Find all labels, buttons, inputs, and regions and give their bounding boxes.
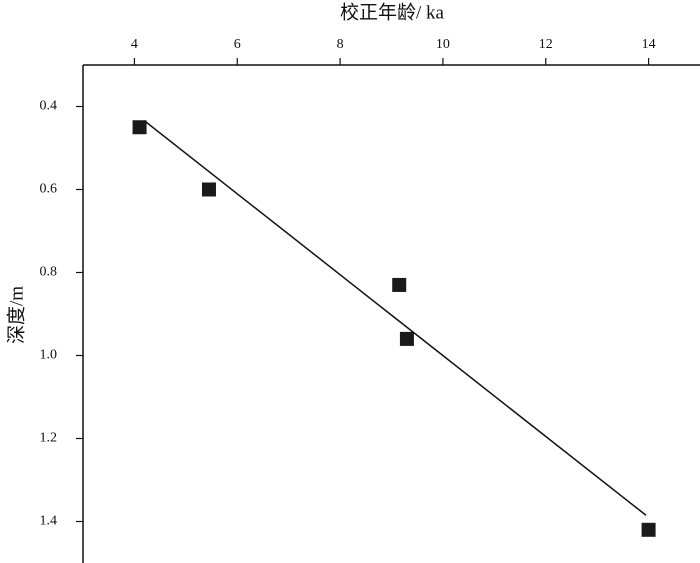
x-axis-title: 校正年龄/ ka bbox=[340, 1, 445, 23]
data-point bbox=[132, 120, 147, 135]
data-point bbox=[641, 522, 656, 537]
data-point bbox=[399, 331, 414, 346]
x-tick-label: 4 bbox=[131, 37, 138, 52]
data-point bbox=[201, 182, 216, 197]
y-tick-label: 0.6 bbox=[40, 182, 58, 197]
y-tick-label: 1.0 bbox=[40, 348, 58, 363]
x-tick-label: 14 bbox=[642, 37, 656, 52]
y-tick-label: 0.4 bbox=[40, 99, 58, 114]
x-tick-label: 12 bbox=[539, 37, 553, 52]
y-tick-label: 0.8 bbox=[40, 265, 58, 280]
x-tick-label: 10 bbox=[436, 37, 450, 52]
x-tick-label: 6 bbox=[234, 37, 241, 52]
x-tick-label: 8 bbox=[337, 37, 344, 52]
y-axis-title: 深度/m bbox=[5, 286, 27, 344]
y-tick-label: 1.2 bbox=[40, 431, 58, 446]
data-point bbox=[392, 277, 407, 292]
fit-line bbox=[144, 120, 647, 516]
y-tick-label: 1.4 bbox=[40, 514, 58, 529]
